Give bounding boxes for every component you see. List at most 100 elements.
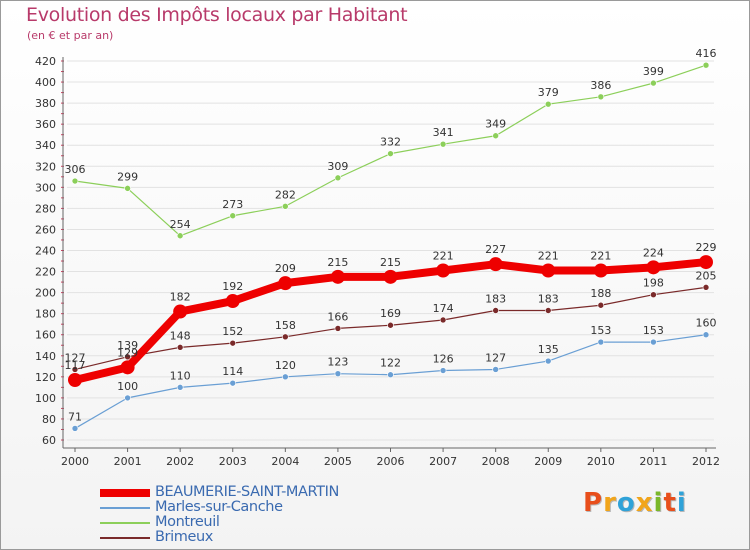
data-label: 135 [538, 343, 559, 356]
data-point [383, 269, 398, 284]
data-point [544, 100, 552, 108]
y-tick-label: 420 [35, 55, 56, 68]
data-point [646, 260, 661, 275]
data-point [597, 93, 605, 101]
data-label: 229 [696, 241, 717, 254]
legend-label: BEAUMERIE-SAINT-MARTIN [155, 484, 339, 500]
data-label: 215 [380, 256, 401, 269]
data-point [492, 366, 499, 373]
x-tick-label: 2010 [587, 455, 615, 468]
data-point [71, 425, 79, 432]
data-point [71, 366, 79, 373]
data-point [702, 284, 710, 291]
data-label: 221 [590, 250, 611, 263]
y-tick-label: 360 [35, 118, 56, 131]
data-point [439, 367, 447, 374]
y-tick-label: 200 [35, 287, 56, 300]
data-point [544, 357, 552, 365]
data-point [71, 177, 79, 185]
x-tick-label: 2003 [219, 455, 247, 468]
data-point [124, 353, 131, 361]
data-label: 122 [380, 357, 401, 370]
data-point [597, 338, 605, 346]
data-label: 126 [433, 353, 454, 366]
data-label: 386 [590, 79, 611, 92]
chart-subtitle: (en € et par an) [27, 29, 114, 42]
legend-swatch [100, 489, 150, 497]
data-point [68, 372, 82, 387]
data-label: 71 [68, 410, 82, 423]
chart-title: Evolution des Impôts locaux par Habitant [26, 4, 408, 26]
data-point [282, 333, 289, 341]
data-label: 182 [170, 291, 191, 304]
data-label: 152 [222, 325, 243, 338]
data-point [439, 316, 447, 324]
data-label: 349 [485, 118, 506, 131]
data-label: 123 [327, 356, 348, 369]
data-point [650, 291, 657, 299]
data-label: 114 [222, 365, 243, 378]
data-label: 332 [380, 136, 401, 149]
data-label: 192 [222, 280, 243, 293]
x-tick-label: 2002 [166, 455, 194, 468]
y-tick-label: 400 [35, 76, 56, 89]
logo-letter: t [663, 488, 677, 518]
data-point [699, 255, 713, 270]
legend-swatch [100, 507, 150, 509]
data-point [650, 338, 657, 346]
data-point [124, 394, 131, 402]
data-point [492, 132, 499, 140]
data-point [176, 232, 184, 240]
data-label: 160 [696, 317, 717, 330]
data-label: 221 [433, 250, 454, 263]
x-tick-label: 2005 [324, 455, 352, 468]
labels-marles-sur-canche: 71 100 110 114 120 123 122 126 127 135 153 153 160 [68, 317, 717, 424]
data-label: 306 [65, 163, 86, 176]
data-label: 183 [485, 293, 506, 306]
y-tick-label: 320 [35, 160, 56, 173]
labels-brimeux: 127 139 148 152 158 166 169 174 183 183 188 198 205 [65, 269, 717, 364]
y-tick-label: 120 [35, 371, 56, 384]
data-label: 120 [275, 359, 296, 372]
data-label: 153 [643, 324, 664, 337]
data-point [173, 304, 188, 319]
series-brimeux [71, 284, 710, 373]
data-label: 227 [485, 243, 506, 256]
data-point [650, 79, 657, 87]
x-tick-label: 2009 [534, 455, 562, 468]
y-tick-label: 140 [35, 350, 56, 363]
x-tick-label: 2006 [377, 455, 405, 468]
data-point [593, 263, 608, 278]
labels-montreuil: 306 299 254 273 282 309 332 341 349 379 386 399 416 [65, 47, 717, 231]
x-tick-label: 2012 [692, 455, 720, 468]
y-tick-label: 300 [35, 181, 56, 194]
logo-letter: o [616, 488, 636, 518]
data-label: 224 [643, 246, 664, 259]
x-tick-label: 2004 [271, 455, 299, 468]
data-label: 188 [590, 287, 611, 300]
logo-letter: i [653, 488, 664, 518]
data-label: 148 [170, 329, 191, 342]
data-label: 153 [590, 324, 611, 337]
x-tick-label: 2011 [639, 455, 667, 468]
x-tick-label: 2001 [114, 455, 142, 468]
y-tick-label: 220 [35, 266, 56, 279]
data-point [229, 339, 237, 347]
data-point [225, 294, 240, 309]
data-point [387, 321, 394, 329]
data-label: 221 [538, 250, 559, 263]
data-point [436, 263, 451, 278]
data-point [488, 257, 503, 272]
data-point [439, 140, 447, 148]
data-label: 110 [170, 369, 191, 382]
y-tick-label: 380 [35, 97, 56, 110]
series-beaumerie-saint-martin [68, 255, 713, 387]
data-point [597, 301, 605, 309]
legend-swatch [100, 537, 150, 539]
data-label: 183 [538, 293, 559, 306]
series-marles-sur-canche [71, 331, 710, 432]
proxiti-logo: Proxiti [583, 488, 687, 518]
data-point [492, 307, 499, 314]
data-label: 158 [275, 319, 296, 332]
